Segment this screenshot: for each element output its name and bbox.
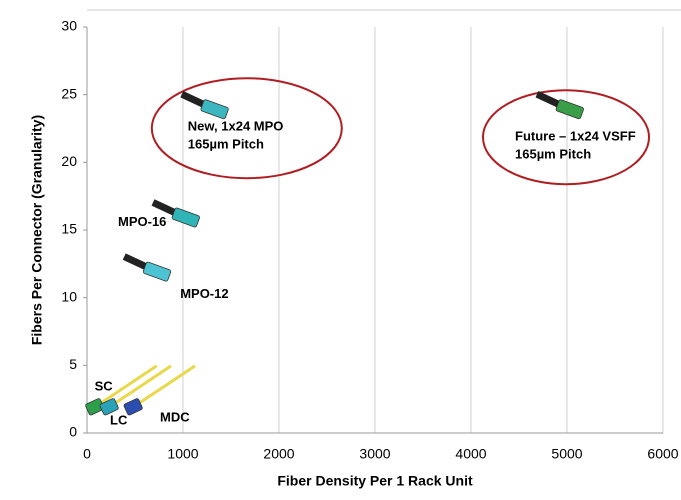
y-tick-label: 15: [61, 221, 77, 237]
x-axis-title: Fiber Density Per 1 Rack Unit: [277, 473, 473, 489]
y-tick-label: 5: [69, 356, 77, 372]
y-tick-label: 20: [61, 153, 77, 169]
x-tick-label: 2000: [263, 446, 294, 462]
x-tick-label: 1000: [167, 446, 198, 462]
point-label: New, 1x24 MPO: [188, 119, 284, 134]
x-tick-label: 6000: [647, 446, 678, 462]
y-axis-title: Fibers Per Connector (Granularity): [29, 115, 45, 345]
point-label: MPO-16: [118, 214, 166, 229]
point-label: 165µm Pitch: [188, 137, 264, 152]
point-label: 165µm Pitch: [515, 147, 591, 162]
y-tick-label: 30: [61, 18, 77, 34]
point-label: MPO-12: [180, 286, 228, 301]
x-tick-label: 4000: [455, 446, 486, 462]
point-label: Future – 1x24 VSFF: [515, 129, 636, 144]
x-tick-label: 3000: [359, 446, 390, 462]
chart: Fiber Density Per 1 Rack Unit Fibers Per…: [0, 0, 681, 500]
x-tick-label: 0: [83, 446, 91, 462]
x-tick-label: 5000: [551, 446, 582, 462]
point-label: LC: [110, 412, 128, 427]
y-tick-label: 25: [61, 85, 77, 101]
background: [0, 0, 681, 500]
y-tick-label: 10: [61, 288, 77, 304]
y-tick-label: 0: [69, 424, 77, 440]
point-label: MDC: [160, 409, 190, 424]
point-label: SC: [95, 378, 114, 393]
